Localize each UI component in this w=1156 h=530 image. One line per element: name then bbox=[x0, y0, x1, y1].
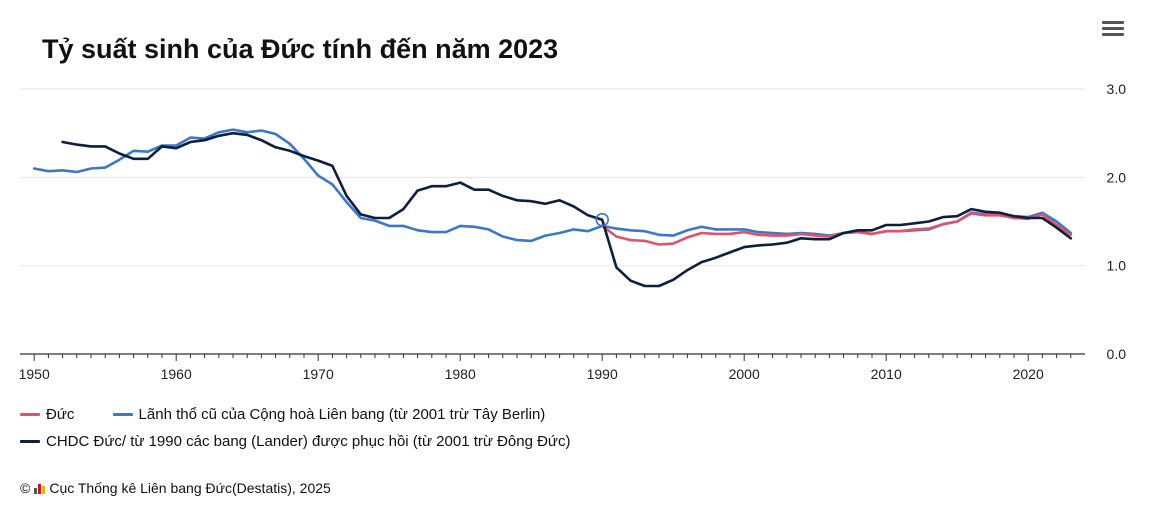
x-tick-label: 2010 bbox=[871, 366, 902, 382]
x-tick-label: 2000 bbox=[729, 366, 760, 382]
x-tick-label: 1990 bbox=[587, 366, 618, 382]
x-tick-label: 1980 bbox=[445, 366, 476, 382]
x-tick-label: 1970 bbox=[303, 366, 334, 382]
x-tick-label: 2020 bbox=[1013, 366, 1044, 382]
legend-label-east: CHDC Đức/ từ 1990 các bang (Lander) được… bbox=[46, 433, 571, 450]
legend: Đức Lãnh thổ cũ của Cộng hoà Liên bang (… bbox=[20, 403, 579, 423]
hover-marker bbox=[595, 212, 610, 227]
legend-item-germany[interactable]: Đức bbox=[20, 406, 74, 423]
series-line-east bbox=[61, 131, 1073, 288]
destatis-logo-icon bbox=[34, 482, 46, 494]
line-chart: 0.0 1.0 2.0 3.0 1950 1960 1970 1980 1990 2000 2010… bbox=[19, 81, 1127, 382]
y-tick-label: 0.0 bbox=[1107, 346, 1127, 362]
y-tick-label: 1.0 bbox=[1107, 258, 1127, 274]
legend-item-west[interactable]: Lãnh thổ cũ của Cộng hoà Liên bang (từ 2… bbox=[112, 406, 546, 423]
y-tick-label: 3.0 bbox=[1107, 81, 1127, 97]
legend-label-germany: Đức bbox=[46, 406, 75, 423]
legend-item-east[interactable]: CHDC Đức/ từ 1990 các bang (Lander) được… bbox=[20, 433, 570, 450]
copyright-symbol: © bbox=[20, 480, 31, 496]
x-tick-label: 1960 bbox=[161, 366, 192, 382]
source-credit: © Cục Thống kê Liên bang Đức(Destatis), … bbox=[20, 480, 331, 496]
menu-bar bbox=[1102, 27, 1124, 30]
hamburger-menu-icon[interactable] bbox=[1100, 18, 1126, 42]
legend-label-west: Lãnh thổ cũ của Cộng hoà Liên bang (từ 2… bbox=[138, 406, 546, 423]
menu-bar bbox=[1102, 33, 1124, 36]
legend-swatch-east bbox=[20, 440, 40, 443]
legend-swatch-germany bbox=[20, 413, 40, 416]
menu-bar bbox=[1102, 21, 1124, 24]
chart-title: Tỷ suất sinh của Đức tính đến năm 2023 bbox=[42, 34, 559, 64]
legend-row-2: CHDC Đức/ từ 1990 các bang (Lander) được… bbox=[20, 430, 604, 450]
legend-swatch-west bbox=[112, 413, 133, 416]
y-tick-label: 2.0 bbox=[1107, 169, 1127, 185]
x-tick-label: 1950 bbox=[19, 366, 50, 382]
series-line-germany bbox=[600, 212, 1073, 246]
source-text: Cục Thống kê Liên bang Đức(Destatis), 20… bbox=[49, 480, 331, 496]
